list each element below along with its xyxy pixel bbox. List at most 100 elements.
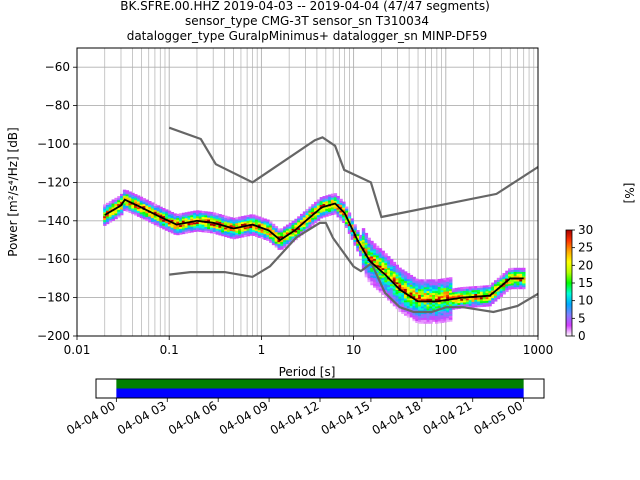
ppsd-cell [415,320,419,324]
ppsd-cell [426,315,430,318]
ppsd-cell [288,226,293,229]
ppsd-cell [150,215,155,219]
ppsd-cell [246,228,250,231]
ppsd-cell [311,206,315,209]
ppsd-cell [145,214,149,218]
ppsd-cell [471,297,475,300]
ppsd-cell [364,267,369,270]
ppsd-cell [308,225,312,228]
ppsd-cell [125,194,130,197]
ppsd-cell [429,285,433,288]
ppsd-cell [443,280,447,283]
ppsd-cell [342,213,346,216]
ppsd-cell [238,216,242,219]
ppsd-cell [432,279,436,282]
ppsd-cell [280,230,284,233]
ppsd-cell [493,297,498,300]
ppsd-cell [319,204,324,207]
ppsd-cell [257,229,262,233]
ppsd-cell [291,234,295,237]
ppsd-cell [370,246,374,249]
ppsd-cell [370,277,374,280]
ppsd-cell [176,229,180,232]
ppsd-cell [319,202,324,206]
ppsd-cell [328,205,332,209]
ppsd-cell [373,245,377,248]
ppsd-cell [235,234,239,237]
ppsd-cell [311,217,315,220]
ppsd-cell [131,196,135,199]
ppsd-cell [122,201,127,204]
ppsd-cell [280,228,284,231]
ppsd-cell [308,221,312,225]
ppsd-cell [274,231,279,235]
ppsd-cell [190,226,194,229]
ppsd-cell [404,288,408,291]
ppsd-cell [488,288,492,291]
x-tick-label: 10 [346,343,361,357]
ppsd-cell [176,231,180,234]
ppsd-cell [204,222,208,225]
ppsd-cell [311,215,315,218]
ppsd-cell [415,286,419,289]
ppsd-cell [510,281,515,284]
ppsd-cell [375,259,380,262]
ppsd-cell [474,289,478,293]
ppsd-cell [446,281,450,284]
ppsd-cell [165,222,169,226]
ppsd-cell [356,243,360,246]
ppsd-cell [370,254,374,257]
ppsd-cell [218,215,222,219]
ppsd-cell [468,294,473,297]
ppsd-cell [142,213,146,216]
ppsd-cell [235,221,239,224]
ppsd-cell [471,293,475,297]
ppsd-cell [361,253,366,256]
ppsd-cell [150,217,155,220]
ppsd-cell [210,219,214,222]
ppsd-cell [499,279,504,282]
ppsd-cell [420,279,425,282]
ppsd-cell [361,233,366,237]
ppsd-cell [235,230,239,233]
ppsd-cell [319,212,324,215]
ppsd-cell [207,230,211,233]
ppsd-cell [395,264,399,267]
ppsd-cell [339,204,343,207]
ppsd-cell [440,301,444,304]
ppsd-cell [510,273,515,276]
ppsd-cell [226,235,231,238]
ppsd-cell [333,196,338,200]
ppsd-cell [325,214,329,217]
ppsd-cell [398,275,402,278]
ppsd-cell [398,277,402,280]
ppsd-cell [325,199,329,202]
ppsd-cell [294,226,298,229]
colorbar-tick-label: 15 [578,276,593,290]
ppsd-cell [204,228,208,231]
ppsd-cell [148,212,152,215]
ppsd-cell [210,213,214,217]
ppsd-cell [485,300,489,303]
ppsd-cell [136,206,141,210]
ppsd-cell [463,292,467,295]
ppsd-cell [454,295,459,298]
ppsd-cell [314,221,318,224]
ppsd-cell [406,273,411,276]
x-tick-label: 0.01 [64,343,91,357]
ppsd-cell [375,284,380,287]
ppsd-cell [519,267,523,270]
ppsd-cell [415,297,419,300]
ppsd-cell [378,263,383,266]
ppsd-cell [187,227,191,230]
ppsd-cell [409,297,414,301]
ppsd-cell [305,226,310,229]
ppsd-cell [426,319,430,322]
ppsd-cell [201,212,205,216]
ppsd-cell [181,230,186,233]
ppsd-cell [384,262,388,266]
ppsd-cell [314,215,318,218]
ppsd-cell [375,247,380,250]
ppsd-cell [361,255,366,258]
ppsd-cell [516,269,520,272]
